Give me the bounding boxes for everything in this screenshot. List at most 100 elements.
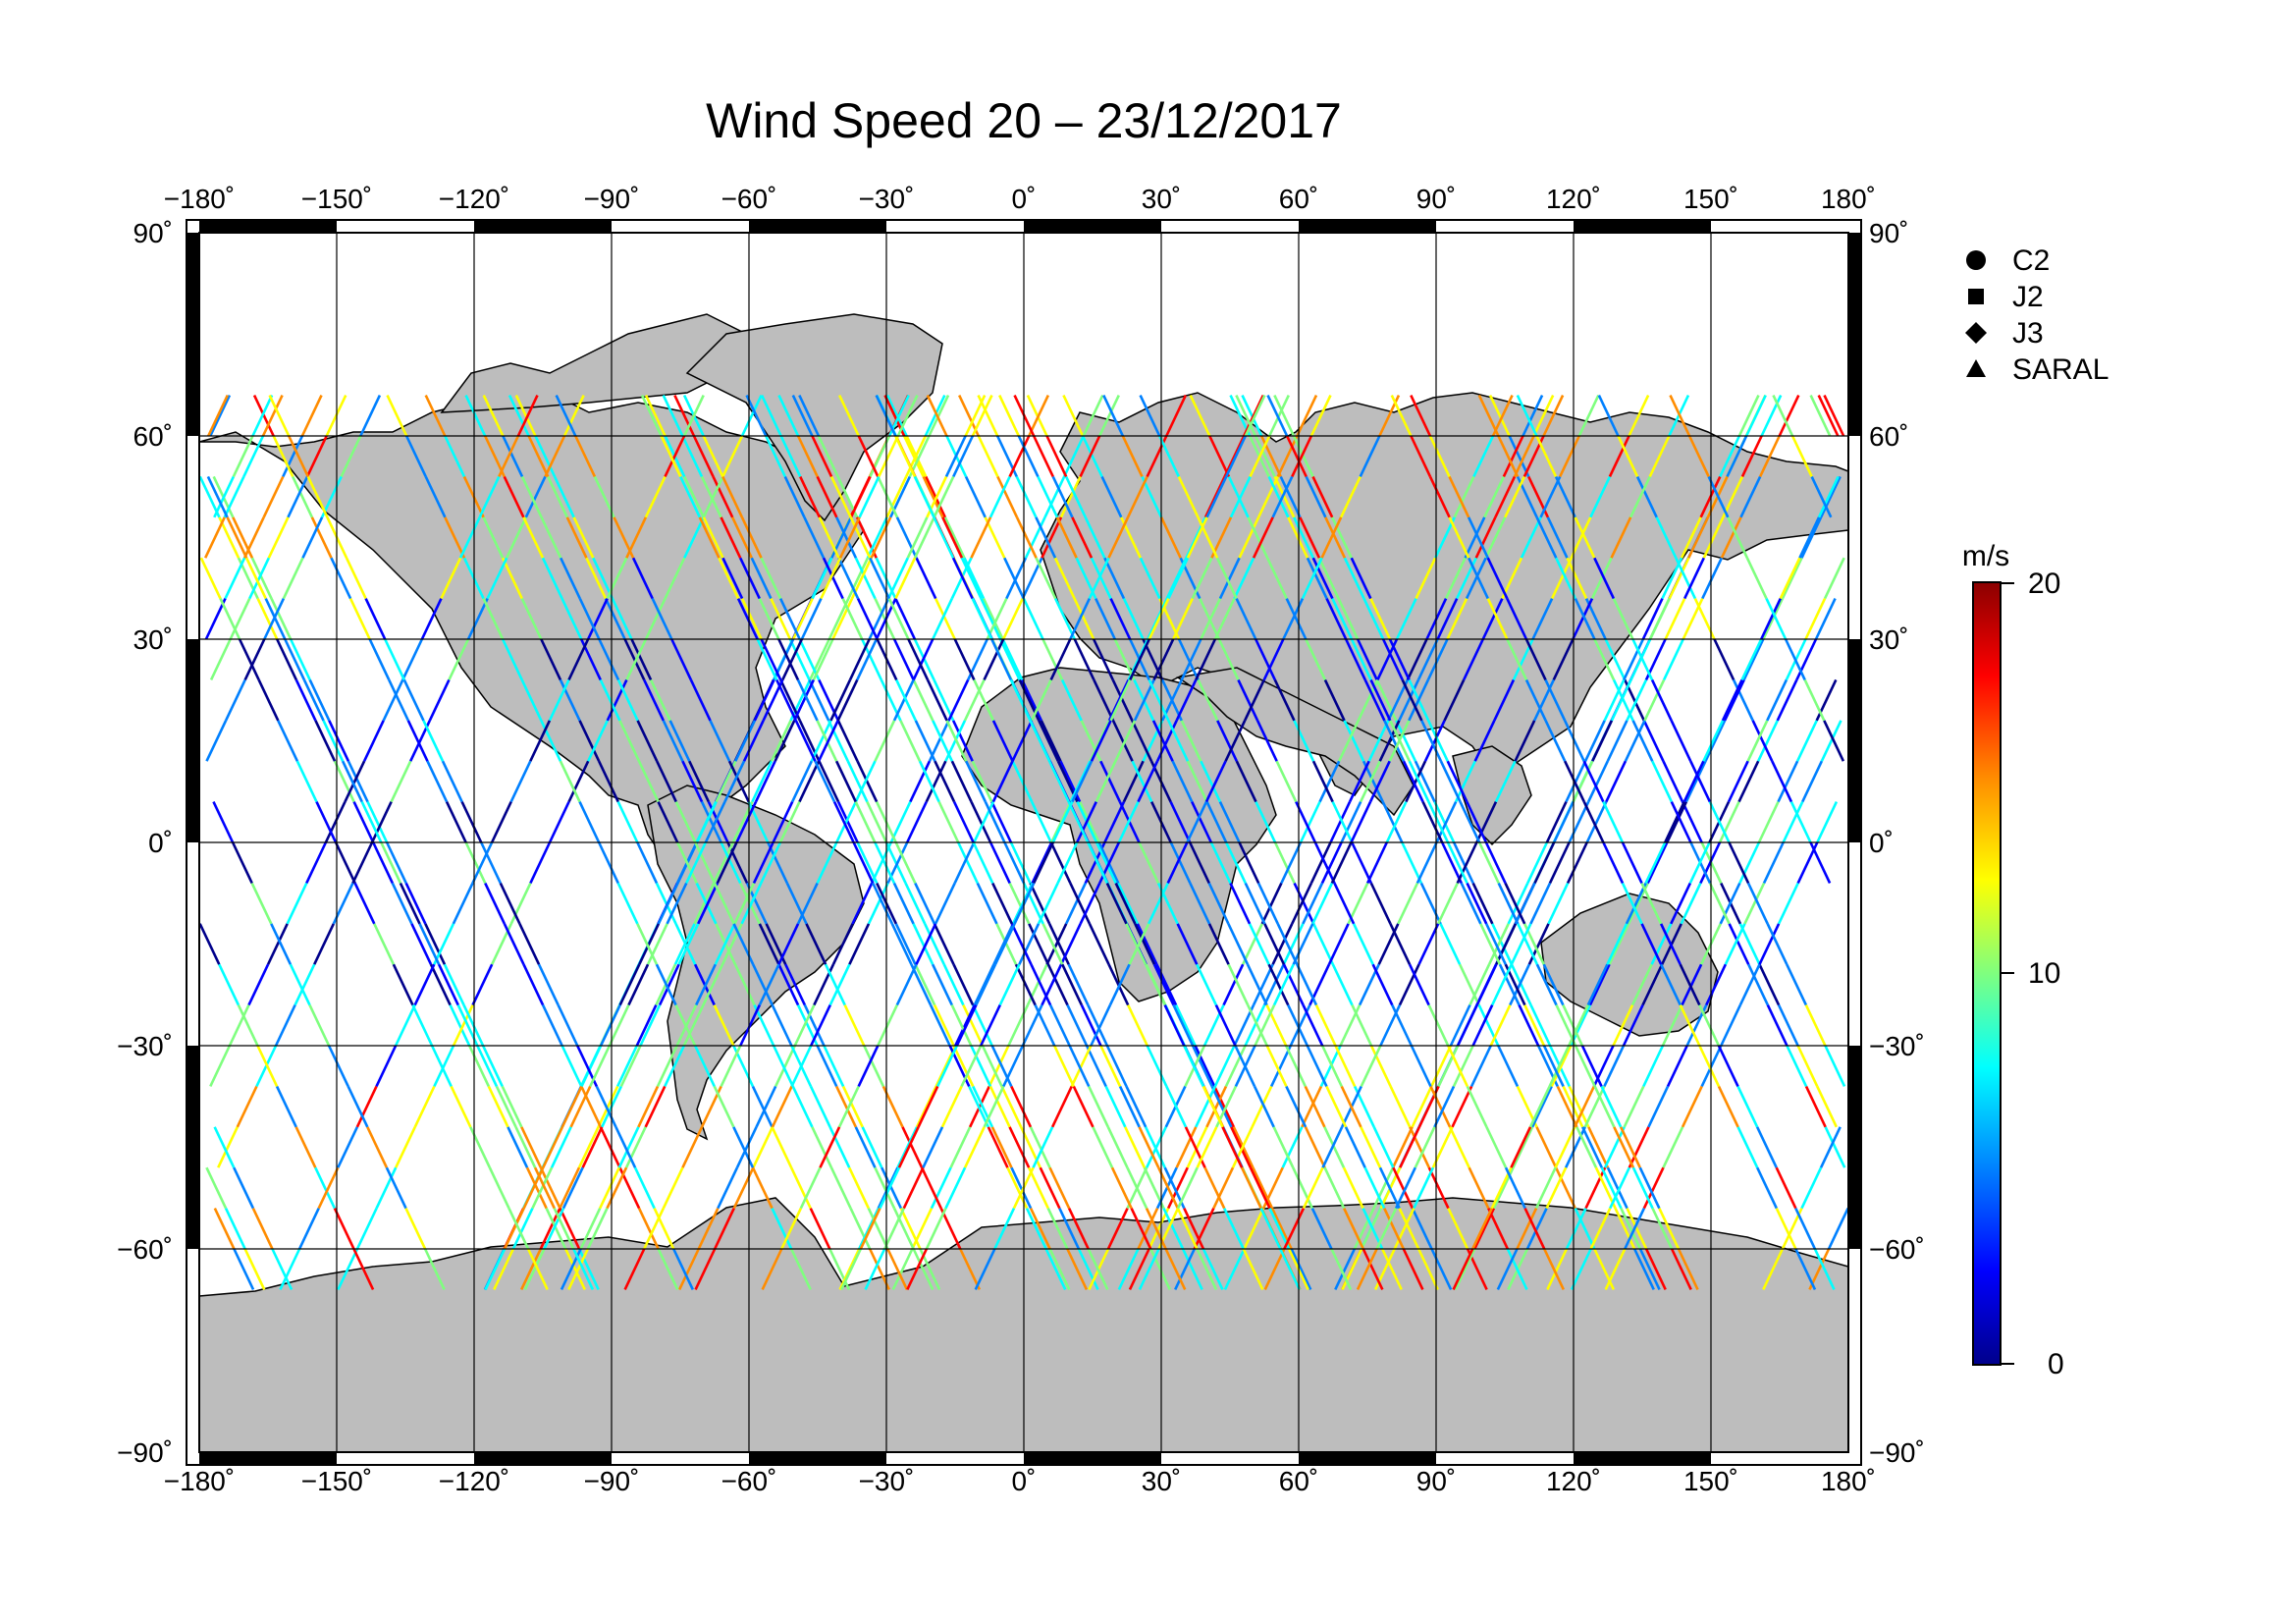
wind-track-segment	[464, 395, 487, 437]
wind-track-segment	[1164, 1248, 1187, 1290]
wind-track-segment	[1682, 598, 1704, 640]
wind-track-segment	[762, 678, 784, 722]
wind-track-segment	[874, 1166, 896, 1210]
wind-track-segment	[1535, 1126, 1558, 1168]
wind-track-segment	[1169, 801, 1192, 843]
wind-track-segment	[1640, 882, 1663, 925]
wind-track-segment	[1642, 1045, 1665, 1087]
wind-track-segment	[993, 1208, 1016, 1250]
wind-track-segment	[1331, 963, 1354, 1006]
wind-track-segment	[333, 760, 355, 803]
wind-track-segment	[991, 882, 1014, 925]
wind-track-segment	[1172, 598, 1194, 640]
wind-track-segment	[1471, 1004, 1494, 1047]
wind-track-segment	[1293, 516, 1314, 559]
wind-track-segment	[1395, 598, 1417, 640]
wind-track-segment	[846, 760, 869, 803]
wind-track-segment	[1251, 1085, 1273, 1128]
wind-track-segment	[794, 720, 817, 762]
wind-track-segment	[1606, 720, 1629, 762]
wind-track-segment	[1163, 1004, 1186, 1047]
wind-track-segment	[856, 841, 879, 884]
wind-track-segment	[689, 678, 712, 722]
wind-track-segment	[835, 801, 858, 843]
wind-track-segment	[1279, 1248, 1302, 1290]
wind-track-segment	[1448, 475, 1470, 518]
wind-track-segment	[1103, 801, 1126, 843]
wind-track-segment	[1291, 435, 1313, 477]
wind-track-segment	[945, 720, 968, 762]
wind-track-segment	[964, 475, 987, 518]
wind-track-segment	[939, 1208, 962, 1250]
wind-track-segment	[1383, 1208, 1405, 1250]
wind-track-segment	[832, 801, 855, 843]
wind-track-segment	[820, 557, 842, 600]
wind-track-segment	[213, 475, 236, 518]
wind-track-segment	[783, 475, 806, 518]
wind-track-segment	[448, 638, 470, 680]
wind-track-segment	[529, 720, 552, 762]
wind-track-segment	[561, 1045, 583, 1087]
wind-track-segment	[1249, 435, 1271, 477]
wind-track-segment	[697, 1208, 720, 1250]
wind-track-segment	[1524, 638, 1547, 680]
wind-track-segment	[774, 1045, 796, 1087]
wind-track-segment	[858, 475, 881, 518]
wind-track-segment	[655, 963, 677, 1006]
wind-track-segment	[1292, 435, 1314, 477]
wind-track-segment	[1259, 1208, 1282, 1250]
wind-track-segment	[522, 1166, 545, 1210]
wind-track-segment	[785, 882, 808, 925]
wind-track-segment	[1523, 1004, 1546, 1047]
wind-track-segment	[896, 1126, 919, 1168]
wind-track-segment	[1737, 395, 1760, 437]
wind-track-segment	[1766, 923, 1789, 965]
wind-track-segment	[1285, 598, 1308, 640]
wind-track-segment	[1334, 1248, 1357, 1290]
wind-track-segment	[1066, 1004, 1089, 1047]
legend-symbol-diamond	[1965, 322, 1987, 344]
wind-track-segment	[964, 395, 987, 437]
wind-track-segment	[1252, 1166, 1274, 1210]
wind-track-segment	[1030, 678, 1052, 722]
wind-track-segment	[1817, 395, 1840, 437]
wind-track-segment	[1608, 923, 1630, 965]
wind-track-segment	[482, 395, 505, 437]
wind-track-segment	[1413, 1166, 1435, 1210]
wind-track-segment	[720, 516, 742, 559]
wind-track-segment	[800, 598, 823, 640]
wind-track-segment	[1796, 841, 1819, 884]
wind-track-segment	[1544, 678, 1567, 722]
wind-track-segment	[1603, 1045, 1626, 1087]
wind-track-segment	[1035, 557, 1057, 600]
wind-track-segment	[256, 598, 279, 640]
wind-track-segment	[1817, 475, 1840, 518]
wind-track-segment	[677, 1248, 700, 1290]
wind-track-segment	[1230, 1126, 1253, 1168]
wind-track-segment	[1076, 801, 1097, 843]
wind-track-segment	[1290, 1248, 1312, 1290]
wind-track-segment	[1369, 678, 1392, 722]
wind-track-segment	[506, 516, 528, 559]
wind-track-segment	[1359, 760, 1381, 803]
wind-track-segment	[561, 598, 583, 640]
wind-track-segment	[327, 1045, 349, 1087]
wind-track-segment	[1776, 678, 1798, 722]
wind-track-segment	[943, 516, 966, 559]
wind-track-segment	[1804, 1004, 1827, 1047]
wind-track-segment	[1824, 1126, 1846, 1168]
frame-band-left	[187, 1046, 199, 1249]
wind-track-segment	[228, 1004, 250, 1047]
wind-track-segment	[1555, 1004, 1577, 1047]
wind-track-segment	[404, 882, 427, 925]
wind-track-segment	[559, 678, 581, 722]
wind-track-segment	[1166, 1166, 1189, 1210]
wind-track-segment	[1779, 557, 1801, 600]
wind-track-segment	[385, 841, 407, 884]
wind-track-segment	[1201, 1248, 1224, 1290]
wind-track-segment	[1273, 678, 1296, 722]
wind-track-segment	[1129, 638, 1150, 680]
wind-track-segment	[1408, 963, 1430, 1006]
wind-track-segment	[1340, 801, 1362, 843]
wind-track-segment	[1342, 1166, 1364, 1210]
